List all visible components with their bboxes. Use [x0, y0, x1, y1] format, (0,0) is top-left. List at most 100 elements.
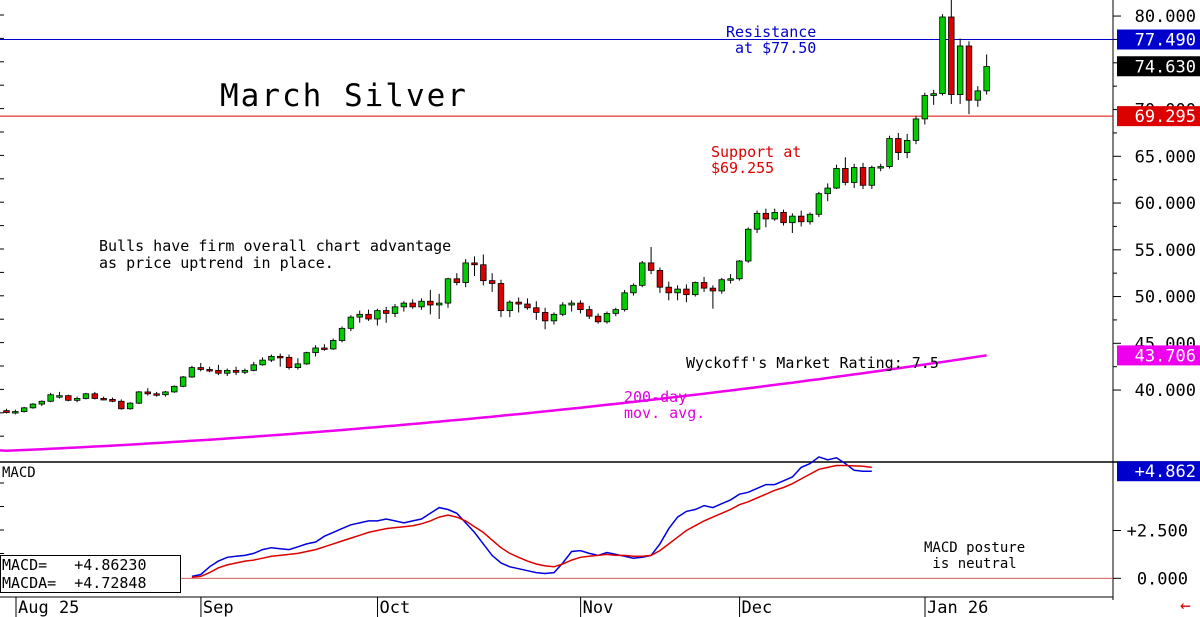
candle-body: [144, 391, 151, 395]
candle-body: [541, 312, 549, 322]
resistance-tag-box: [1117, 29, 1200, 50]
candle-body: [118, 400, 125, 410]
candle: [912, 116, 920, 145]
macd-readout-box: MACD= +4.86230 MACDA= +4.72848: [0, 555, 181, 593]
candle-body: [586, 309, 593, 317]
candle: [435, 293, 443, 319]
candle: [126, 402, 134, 410]
candle: [321, 344, 328, 351]
macd-tick-label: +2.500: [1127, 522, 1188, 542]
candle-body: [912, 118, 920, 141]
candle: [550, 312, 558, 325]
candle-body: [347, 316, 355, 329]
candle-body: [930, 93, 937, 96]
candle-body: [656, 269, 664, 288]
candle-body: [215, 370, 222, 374]
candle: [683, 284, 690, 303]
candle: [347, 315, 355, 332]
candle: [118, 399, 125, 410]
candle-body: [939, 16, 946, 95]
support-label: Support at $69.255: [711, 143, 802, 177]
candle: [674, 285, 681, 301]
candle: [798, 210, 805, 227]
candle: [480, 254, 487, 286]
candle-body: [833, 168, 840, 189]
candle: [877, 163, 884, 172]
candle-body: [727, 278, 734, 281]
candle: [850, 163, 858, 189]
resistance-tag-text: 77.490: [1135, 31, 1196, 51]
candle: [268, 354, 275, 362]
candle-body: [762, 212, 770, 220]
candle-body: [488, 280, 496, 284]
candle: [895, 132, 902, 161]
candle: [312, 345, 319, 357]
candle: [859, 162, 867, 190]
candle: [577, 300, 584, 314]
candle: [3, 408, 10, 414]
candle-body: [868, 167, 876, 186]
candle: [939, 14, 946, 96]
moving-average-layer: [0, 354, 987, 453]
candle: [374, 308, 381, 326]
candle-body: [462, 262, 469, 283]
candle-body: [533, 307, 540, 313]
support-tag: 69.295: [1117, 106, 1200, 127]
support-tag-box: [1117, 106, 1200, 127]
candle-body: [56, 395, 63, 398]
candle: [38, 400, 46, 406]
candle-body: [895, 138, 902, 153]
candle: [656, 267, 664, 293]
candle-body: [859, 167, 867, 186]
candle-body: [497, 283, 505, 311]
candle-body: [692, 282, 699, 296]
candle: [886, 135, 893, 169]
candle-body: [82, 393, 90, 399]
macda-line: [191, 464, 872, 579]
candle: [82, 392, 90, 400]
date-tick-label: Nov: [583, 598, 614, 617]
candle-body: [171, 385, 178, 393]
candle: [700, 276, 708, 292]
candle: [736, 260, 743, 281]
candle: [780, 209, 787, 226]
candle-body: [277, 355, 284, 359]
candle-body: [232, 370, 240, 373]
candle-body: [206, 369, 213, 372]
candle: [718, 277, 725, 294]
candle: [330, 338, 337, 350]
candle: [612, 307, 619, 317]
price-tick-label: 60.000: [1135, 194, 1196, 214]
back-arrow-icon[interactable]: ←: [1180, 595, 1191, 616]
candle-body: [365, 313, 372, 320]
candle-body: [162, 391, 169, 396]
candle-body: [647, 262, 655, 271]
candle-body: [718, 279, 725, 292]
candle-body: [109, 398, 116, 402]
candle: [842, 157, 849, 186]
candle: [815, 191, 823, 218]
candle-body: [12, 411, 19, 414]
last-price-tag-box: [1117, 56, 1200, 77]
candle: [73, 396, 81, 403]
candle: [630, 283, 637, 296]
candle-body: [409, 302, 416, 308]
candle: [206, 366, 213, 373]
price-tick-label: 80.000: [1135, 7, 1196, 27]
candle: [224, 368, 231, 377]
candle-body: [312, 347, 319, 354]
candle: [983, 54, 990, 95]
candle: [533, 301, 540, 320]
candle-body: [29, 403, 37, 409]
last-price-tag-text: 74.630: [1135, 57, 1196, 77]
candle-body: [965, 45, 973, 101]
candle-body: [948, 16, 955, 95]
macd-annotation: MACD posture is neutral: [924, 540, 1026, 572]
candle-body: [418, 300, 425, 308]
candle: [771, 208, 778, 221]
candle: [559, 302, 566, 317]
candle: [109, 397, 116, 403]
price-tick-label: 40.000: [1135, 381, 1196, 401]
candle-body: [224, 370, 231, 374]
